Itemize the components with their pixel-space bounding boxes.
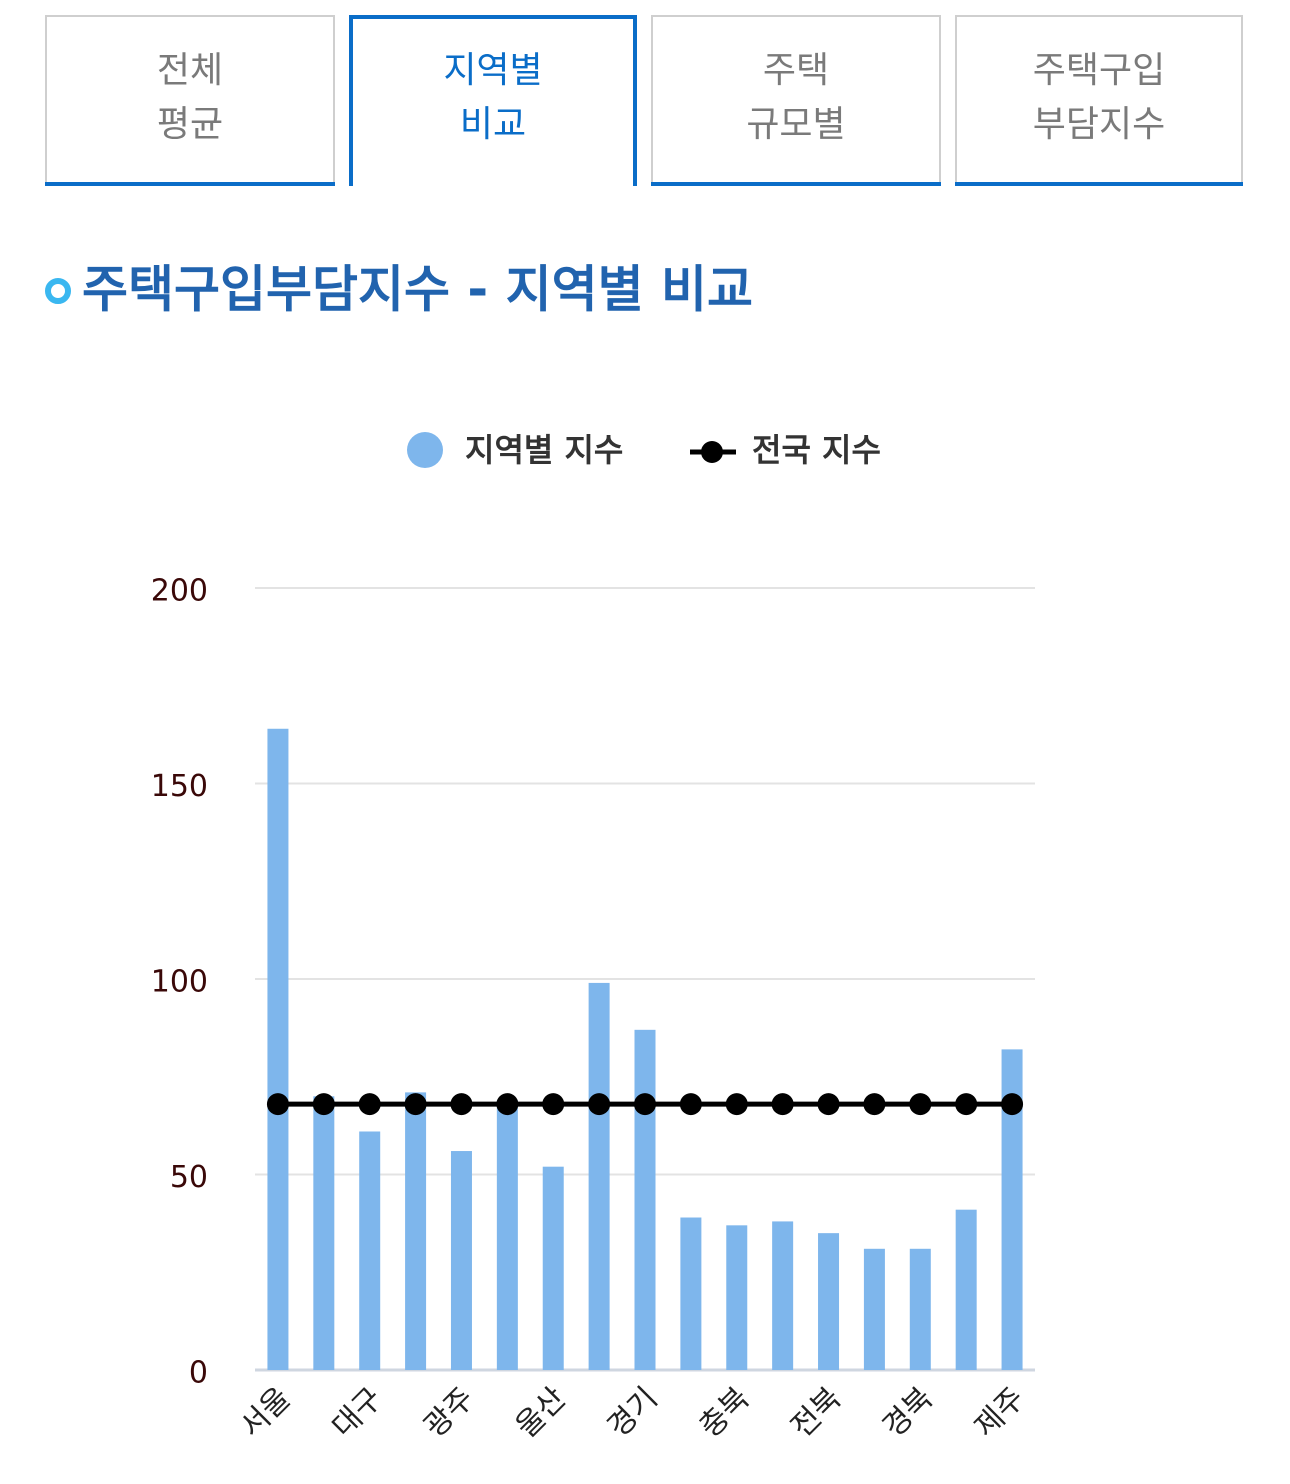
bar	[818, 1233, 840, 1370]
tab-label: 부담지수	[1033, 104, 1165, 145]
bar	[726, 1225, 748, 1370]
legend-swatch	[407, 432, 443, 468]
y-tick-label: 200	[151, 574, 208, 609]
bar	[863, 1248, 885, 1370]
bar	[359, 1131, 381, 1370]
y-tick-label: 50	[170, 1160, 208, 1195]
tab-label: 지역별	[443, 50, 542, 91]
line-point	[955, 1093, 978, 1116]
line-point	[542, 1093, 565, 1116]
tab[interactable]: 주택구입부담지수	[955, 15, 1243, 186]
tab-border	[349, 15, 637, 186]
line-point	[771, 1093, 794, 1116]
line-point	[588, 1093, 611, 1116]
legend-swatch	[701, 441, 723, 463]
legend-label: 지역별 지수	[465, 431, 623, 469]
bar	[772, 1221, 794, 1370]
tab-label: 전체	[157, 50, 223, 91]
tab-label: 평균	[157, 104, 223, 145]
x-tick-label: 경북	[876, 1381, 940, 1445]
x-tick-label: 경기	[601, 1381, 665, 1445]
bar	[405, 1092, 427, 1370]
line-point	[679, 1093, 702, 1116]
bar	[542, 1166, 564, 1370]
line-point	[817, 1093, 840, 1116]
bar	[267, 728, 289, 1370]
bar	[496, 1100, 518, 1370]
bar	[680, 1217, 702, 1370]
bar	[955, 1209, 977, 1370]
x-tick-label: 서울	[234, 1381, 298, 1445]
line-point	[1001, 1093, 1024, 1116]
line-point	[312, 1093, 335, 1116]
legend-label: 전국 지수	[752, 431, 881, 469]
line-point	[863, 1093, 886, 1116]
tab-label: 규모별	[746, 104, 845, 145]
line-point	[450, 1093, 473, 1116]
x-tick-label: 제주	[968, 1381, 1032, 1445]
bar	[450, 1151, 472, 1370]
bar	[909, 1248, 931, 1370]
x-tick-label: 전북	[784, 1381, 848, 1445]
tab-border	[45, 15, 335, 185]
tab-border	[955, 15, 1243, 185]
bar	[588, 982, 610, 1370]
line-point	[496, 1093, 519, 1116]
y-tick-label: 100	[151, 965, 208, 1000]
line-point	[266, 1093, 289, 1116]
line-point	[404, 1093, 427, 1116]
line-point	[358, 1093, 381, 1116]
x-tick-label: 충북	[693, 1381, 757, 1445]
heading: 주택구입부담지수 - 지역별 비교	[82, 261, 753, 319]
y-tick-label: 0	[189, 1356, 208, 1391]
x-tick-label: 광주	[417, 1381, 481, 1445]
tab-border	[651, 15, 941, 185]
tab-label: 주택구입	[1033, 50, 1165, 91]
line-point	[725, 1093, 748, 1116]
line-point	[634, 1093, 656, 1116]
x-tick-label: 울산	[509, 1381, 573, 1445]
bar	[313, 1096, 335, 1370]
tab-label: 비교	[460, 104, 526, 145]
x-tick-label: 대구	[326, 1381, 390, 1445]
bar	[1001, 1049, 1023, 1370]
legend: 지역별 지수 전국 지수	[407, 431, 881, 469]
heading-icon	[45, 278, 71, 304]
tab-label: 주택	[763, 50, 829, 91]
line-point	[909, 1093, 932, 1116]
y-tick-label: 150	[151, 769, 208, 804]
bar	[634, 1029, 656, 1370]
